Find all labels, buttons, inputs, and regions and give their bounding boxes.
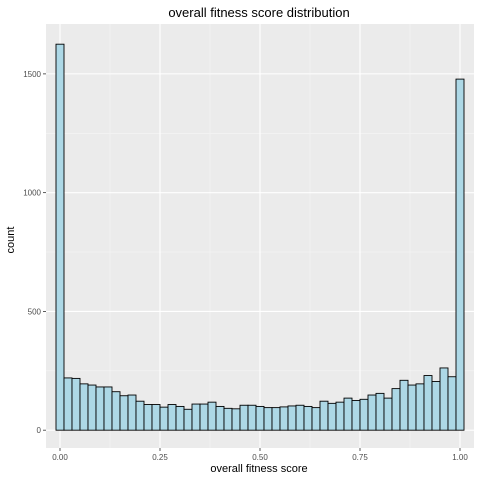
histogram-bar: [311, 407, 321, 431]
histogram-bar: [407, 384, 417, 431]
histogram-bar: [423, 375, 433, 431]
histogram-bar: [335, 401, 345, 431]
histogram-bar: [111, 391, 121, 431]
histogram-bar: [175, 405, 185, 431]
histogram-bar: [215, 405, 225, 431]
histogram-bar: [135, 400, 145, 431]
histogram-bar: [71, 377, 81, 431]
histogram-bar: [343, 397, 353, 431]
histogram-bar: [87, 384, 97, 431]
histogram-bar: [255, 405, 265, 431]
x-tick-label: 0.00: [52, 453, 68, 462]
x-tick-label: 0.75: [352, 453, 368, 462]
x-tick-label: 0.25: [152, 453, 168, 462]
y-axis-title: count: [5, 227, 17, 254]
histogram-bar: [103, 386, 113, 431]
histogram-bar: [263, 407, 273, 431]
histogram-bar: [295, 404, 305, 431]
grid-lines: [46, 24, 474, 448]
histogram-bar: [95, 386, 105, 431]
histogram-bar: [391, 388, 401, 431]
histogram-bar: [63, 377, 73, 431]
histogram-bar: [455, 78, 465, 431]
histogram-bar: [239, 404, 249, 431]
histogram-bar: [183, 408, 193, 431]
histogram-bar: [279, 406, 289, 431]
histogram-bar: [271, 407, 281, 431]
histogram-bars: [55, 43, 465, 431]
histogram-bar: [223, 407, 233, 431]
histogram-bar: [159, 406, 169, 431]
histogram-bar: [303, 405, 313, 431]
y-tick-label: 500: [28, 307, 42, 316]
histogram-bar: [127, 394, 137, 431]
histogram-bar: [79, 383, 89, 431]
histogram-bar: [431, 381, 441, 431]
histogram-bar: [351, 400, 361, 431]
histogram-bar: [167, 404, 177, 431]
histogram-bar: [327, 402, 337, 431]
x-tick-label: 1.00: [452, 453, 468, 462]
histogram-bar: [231, 408, 241, 431]
histogram-bar: [359, 398, 369, 431]
histogram-bar: [143, 404, 153, 431]
y-tick-label: 1000: [23, 189, 41, 198]
axes: 0.00 0.25 0.50 0.75 1.00 0 500 1000 1500: [23, 70, 468, 462]
x-axis-title: overall fitness score: [210, 463, 307, 475]
histogram-bar: [119, 395, 129, 431]
histogram-bar: [247, 404, 257, 431]
histogram-bar: [447, 376, 457, 431]
histogram-bar: [439, 367, 449, 431]
y-tick-label: 0: [37, 426, 42, 435]
histogram-bar: [151, 404, 161, 431]
x-tick-label: 0.50: [252, 453, 268, 462]
histogram-bar: [383, 397, 393, 431]
histogram-bar: [207, 401, 217, 431]
histogram-bar: [287, 405, 297, 431]
histogram-bar: [191, 403, 201, 431]
histogram-bar: [375, 392, 385, 431]
chart-title: overall fitness score distribution: [168, 5, 349, 20]
histogram-bar: [367, 394, 377, 431]
histogram-bar: [415, 383, 425, 431]
histogram-bar: [319, 400, 329, 431]
histogram-bar: [399, 379, 409, 431]
histogram-bar: [55, 43, 65, 431]
y-tick-label: 1500: [23, 70, 41, 79]
histogram-bar: [199, 403, 209, 431]
